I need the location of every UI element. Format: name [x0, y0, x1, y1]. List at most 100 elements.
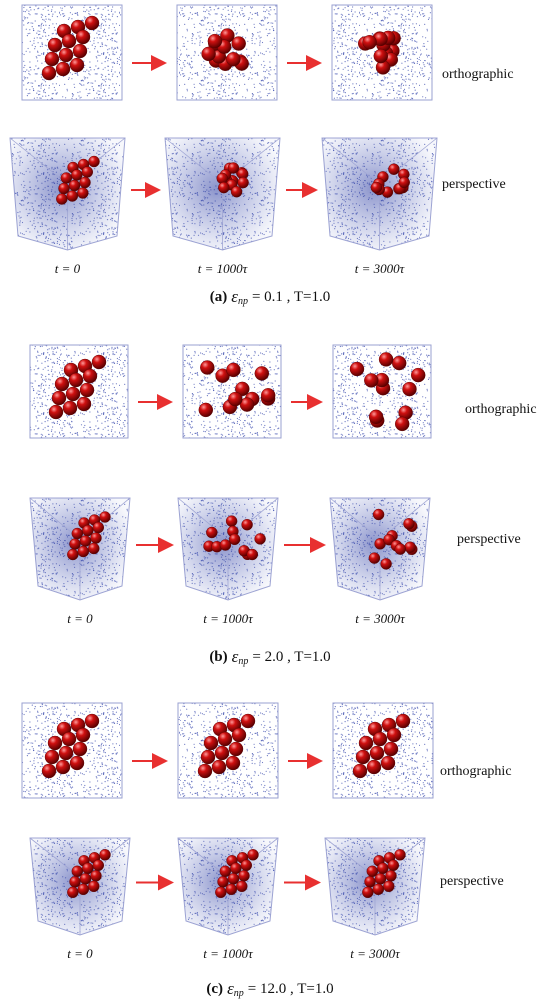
caption: (a)εnp= 0.1 , T=1.0	[210, 287, 331, 307]
caption-subscript: np	[234, 988, 244, 999]
nanoparticle	[218, 876, 229, 887]
caption: (b)εnp= 2.0 , T=1.0	[209, 647, 330, 667]
nanoparticle	[70, 539, 81, 550]
view-label: orthographic	[442, 67, 514, 82]
time-label: t = 1000τ	[198, 261, 249, 276]
nanoparticle	[206, 527, 217, 538]
nanoparticle	[208, 34, 222, 48]
nanoparticle	[369, 553, 380, 564]
time-label: t = 0	[67, 611, 93, 626]
nanoparticle	[76, 728, 90, 742]
nanoparticle	[373, 732, 387, 746]
nanoparticle	[52, 391, 66, 405]
nanoparticle	[88, 881, 99, 892]
nanoparticle	[350, 362, 364, 376]
nanoparticle	[56, 760, 70, 774]
nanoparticle	[78, 884, 89, 895]
caption-subscript: np	[238, 656, 248, 667]
nanoparticle	[228, 163, 239, 174]
nanoparticle	[91, 870, 102, 881]
nanoparticle	[78, 546, 89, 557]
nanoparticle	[226, 516, 237, 527]
nanoparticle	[73, 44, 87, 58]
nanoparticle	[59, 183, 70, 194]
nanoparticle	[59, 48, 73, 62]
nanoparticle	[356, 750, 370, 764]
nanoparticle	[261, 388, 275, 402]
nanoparticle	[73, 742, 87, 756]
nanoparticle	[236, 881, 247, 892]
nanoparticle	[63, 401, 77, 415]
nanoparticle	[226, 52, 240, 66]
nanoparticle	[403, 518, 414, 529]
nanoparticle	[200, 361, 214, 375]
nanoparticle	[76, 30, 90, 44]
nanoparticle	[363, 35, 377, 49]
nanoparticle	[388, 164, 399, 175]
nanoparticle	[232, 37, 246, 51]
nanoparticle	[80, 873, 91, 884]
view-label: perspective	[457, 532, 521, 547]
nanoparticle	[228, 873, 239, 884]
nanoparticle	[80, 383, 94, 397]
nanoparticle	[392, 356, 406, 370]
nanoparticle	[67, 191, 78, 202]
nanoparticle	[238, 177, 249, 188]
nanoparticle	[242, 519, 253, 530]
page: {"panels": [ {"view_labels": ["orthograp…	[0, 0, 555, 1005]
nanoparticle	[69, 180, 80, 191]
nanoparticle	[220, 540, 231, 551]
nanoparticle	[373, 884, 384, 895]
nanoparticle	[388, 860, 399, 871]
nanoparticle	[45, 750, 59, 764]
nanoparticle	[56, 62, 70, 76]
nanoparticle	[55, 377, 69, 391]
time-label: t = 0	[67, 946, 93, 961]
nanoparticle	[62, 732, 76, 746]
nanoparticle	[371, 182, 382, 193]
nanoparticle	[399, 177, 410, 188]
figure: orthographic t = 0 t = 1000τ t = 3000τ persp…	[0, 0, 555, 1005]
nanoparticle	[93, 522, 104, 533]
nanoparticle	[215, 746, 229, 760]
time-label: t = 1000τ	[203, 946, 254, 961]
nanoparticle	[91, 533, 102, 544]
nanoparticle	[62, 34, 76, 48]
nanoparticle	[232, 728, 246, 742]
caption-label: (c)	[206, 981, 223, 997]
nanoparticle	[70, 756, 84, 770]
nanoparticle	[359, 736, 373, 750]
nanoparticle	[353, 764, 367, 778]
nanoparticle	[226, 884, 237, 895]
nanoparticle	[212, 760, 226, 774]
nanoparticle	[49, 405, 63, 419]
nanoparticle	[226, 363, 240, 377]
nanoparticle	[59, 746, 73, 760]
nanoparticle	[77, 397, 91, 411]
view-label: orthographic	[440, 764, 512, 779]
nanoparticle	[69, 373, 83, 387]
nanoparticle	[241, 860, 252, 871]
nanoparticle	[229, 742, 243, 756]
nanoparticle	[85, 714, 99, 728]
caption: (c)εnp= 12.0 , T=1.0	[206, 979, 333, 999]
nanoparticle	[42, 66, 56, 80]
nanoparticle	[45, 52, 59, 66]
nanoparticle	[239, 870, 250, 881]
nanoparticle	[381, 558, 392, 569]
nanoparticle	[70, 58, 84, 72]
view-label: perspective	[440, 874, 504, 889]
nanoparticle	[362, 887, 373, 898]
nanoparticle	[215, 887, 226, 898]
nanoparticle	[204, 736, 218, 750]
nanoparticle	[201, 750, 215, 764]
nanoparticle	[395, 849, 406, 860]
nanoparticle	[226, 756, 240, 770]
nanoparticle	[373, 509, 384, 520]
nanoparticle	[387, 728, 401, 742]
caption-subscript: np	[238, 296, 248, 307]
time-label: t = 3000τ	[355, 261, 406, 276]
time-label: t = 3000τ	[350, 946, 401, 961]
nanoparticle	[386, 870, 397, 881]
nanoparticle	[82, 167, 93, 178]
